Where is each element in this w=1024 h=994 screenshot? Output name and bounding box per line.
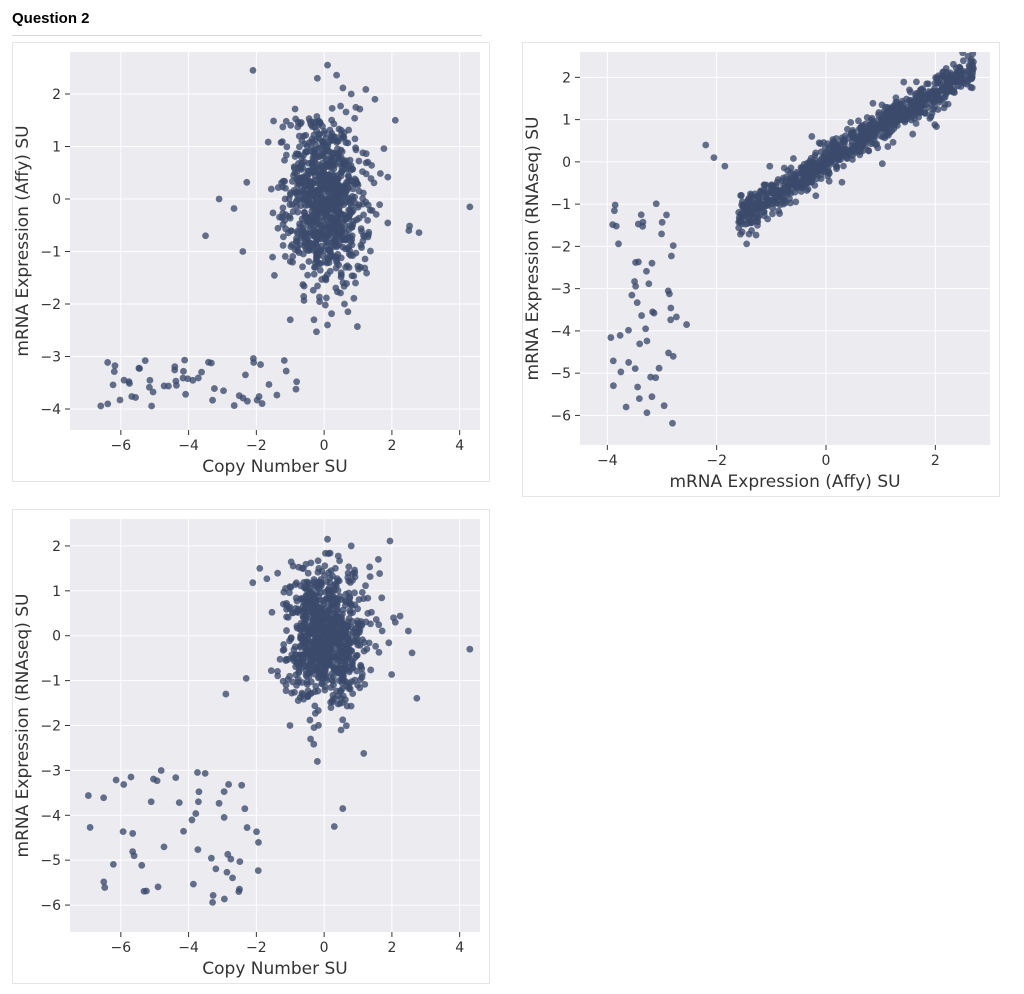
svg-text:−2: −2	[706, 453, 727, 469]
svg-text:−4: −4	[550, 324, 571, 340]
svg-text:0: 0	[52, 629, 61, 645]
svg-text:−4: −4	[178, 438, 199, 454]
y-axis-label: mRNA Expression (RNAseq) SU	[13, 594, 33, 858]
divider	[12, 35, 482, 36]
x-axis-label: Copy Number SU	[202, 457, 347, 477]
svg-text:−1: −1	[40, 245, 61, 261]
svg-text:0: 0	[562, 155, 571, 171]
svg-text:0: 0	[52, 192, 61, 208]
svg-text:4: 4	[455, 940, 464, 956]
svg-text:2: 2	[387, 940, 396, 956]
svg-text:1: 1	[562, 113, 571, 129]
scatter-copy-vs-affy: −6 −4 −2 0 2 4 −4 −3 −2 −1 0 1 2 Copy Number SU mRNA E…	[12, 42, 492, 482]
svg-text:−6: −6	[111, 438, 132, 454]
x-axis-label: Copy Number SU	[202, 959, 347, 979]
svg-text:−2: −2	[246, 940, 267, 956]
svg-text:−4: −4	[40, 402, 61, 418]
svg-text:−4: −4	[40, 808, 61, 824]
svg-text:−3: −3	[40, 763, 61, 779]
svg-text:−6: −6	[550, 408, 571, 424]
svg-text:2: 2	[52, 87, 61, 103]
svg-text:2: 2	[387, 438, 396, 454]
y-axis-label: mRNA Expression (RNAseq) SU	[523, 117, 543, 381]
svg-text:2: 2	[52, 539, 61, 555]
svg-text:−1: −1	[550, 197, 571, 213]
svg-text:1: 1	[52, 140, 61, 156]
svg-text:0: 0	[320, 438, 329, 454]
svg-text:−4: −4	[178, 940, 199, 956]
svg-text:2: 2	[562, 70, 571, 86]
svg-text:−1: −1	[40, 674, 61, 690]
svg-text:−5: −5	[40, 853, 61, 869]
page-title: Question 2	[12, 10, 1012, 27]
svg-text:0: 0	[320, 940, 329, 956]
svg-text:−4: −4	[597, 453, 618, 469]
svg-text:0: 0	[822, 453, 831, 469]
svg-text:−2: −2	[40, 297, 61, 313]
svg-text:4: 4	[455, 438, 464, 454]
svg-text:−5: −5	[550, 366, 571, 382]
svg-text:−2: −2	[40, 719, 61, 735]
svg-text:−3: −3	[550, 282, 571, 298]
chart-grid: −6 −4 −2 0 2 4 −4 −3 −2 −1 0 1 2 Copy Number SU mRNA E…	[12, 42, 1012, 984]
scatter-copy-vs-rnaseq: −6 −4 −2 0 2 4 −6 −5 −4 −3 −2 −1 0 1 2 Copy Number SU mR…	[12, 509, 492, 984]
svg-text:−2: −2	[550, 239, 571, 255]
svg-text:2: 2	[931, 453, 940, 469]
x-axis-label: mRNA Expression (Affy) SU	[669, 472, 900, 492]
svg-text:−2: −2	[246, 438, 267, 454]
scatter-affy-vs-rnaseq: −4 −2 0 2 −6 −5 −4 −3 −2 −1 0 1 2 mRNA Expression (Af…	[522, 42, 1002, 497]
svg-text:−6: −6	[111, 940, 132, 956]
svg-text:−6: −6	[40, 898, 61, 914]
svg-text:1: 1	[52, 584, 61, 600]
y-axis-label: mRNA Expression (Affy) SU	[13, 125, 33, 356]
svg-text:−3: −3	[40, 350, 61, 366]
